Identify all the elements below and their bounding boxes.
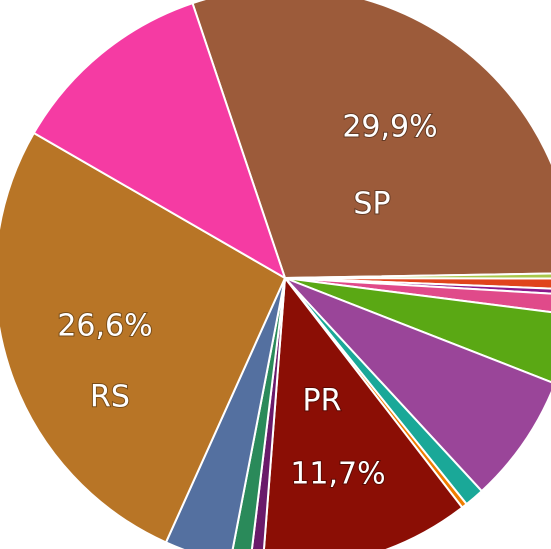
slice-value-label: 11,7%	[290, 457, 385, 492]
pie-slice	[0, 131, 287, 544]
slice-value-label: 26,6%	[57, 309, 152, 344]
pie-slice	[191, 0, 551, 280]
pie-slice	[32, 1, 287, 281]
pie-slice	[262, 275, 464, 549]
pie-slice	[284, 277, 551, 493]
pie-slice	[284, 277, 551, 384]
slice-category-label: RS	[90, 380, 130, 415]
slice-category-label: PR	[303, 384, 342, 419]
slice-category-label: SP	[353, 187, 390, 222]
slice-value-label: 29,9%	[342, 110, 437, 145]
